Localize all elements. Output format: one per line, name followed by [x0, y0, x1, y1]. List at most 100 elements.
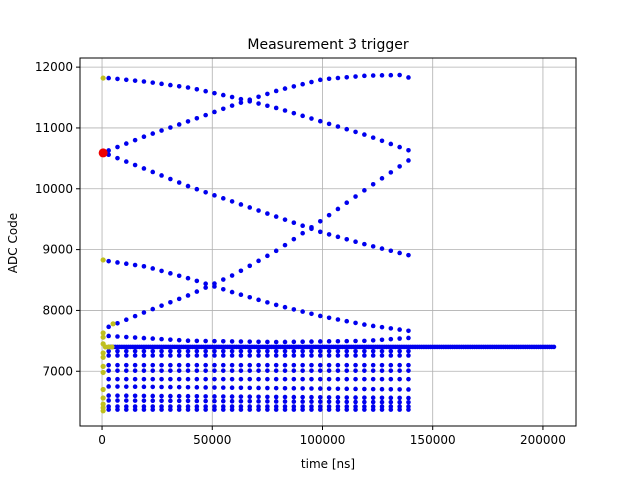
data-point	[362, 376, 367, 382]
y-tick-label: 9000	[42, 243, 73, 257]
data-point	[247, 376, 253, 382]
data-point	[100, 386, 106, 393]
data-point	[194, 338, 200, 344]
data-point	[291, 386, 297, 391]
data-point	[362, 73, 367, 79]
y-axis-label: ADC Code	[6, 213, 20, 273]
data-point	[370, 386, 376, 392]
data-point	[291, 307, 297, 312]
data-point	[159, 336, 164, 342]
data-point	[406, 158, 411, 163]
data-point	[388, 376, 394, 382]
data-point	[176, 122, 182, 127]
data-point	[326, 399, 332, 405]
data-point	[353, 348, 358, 354]
data-point	[220, 353, 226, 358]
data-point	[273, 399, 279, 404]
data-point	[141, 362, 147, 368]
data-point	[362, 386, 367, 392]
data-point	[273, 376, 279, 382]
data-point	[123, 317, 129, 322]
data-point	[229, 273, 235, 278]
data-point	[212, 394, 217, 399]
data-point	[353, 376, 358, 382]
data-point	[379, 138, 385, 144]
data-point	[115, 353, 120, 358]
data-point	[256, 362, 261, 368]
data-point	[106, 398, 111, 403]
data-point	[282, 399, 288, 404]
data-point	[115, 260, 120, 265]
data-point	[291, 407, 297, 412]
data-point	[397, 327, 402, 332]
data-point	[194, 86, 200, 92]
data-point	[176, 180, 182, 185]
data-point	[115, 320, 120, 326]
data-point	[238, 96, 244, 102]
data-point	[229, 103, 235, 108]
data-point	[100, 395, 106, 401]
y-tick-label: 10000	[35, 182, 73, 196]
data-point	[238, 362, 244, 368]
data-point	[256, 339, 261, 345]
data-point	[309, 399, 314, 404]
data-point	[141, 393, 147, 399]
data-point	[370, 362, 376, 368]
data-point	[300, 339, 305, 345]
data-point	[115, 398, 120, 403]
data-point	[247, 339, 253, 344]
data-point	[397, 407, 402, 412]
data-point	[344, 376, 350, 382]
data-point	[159, 348, 164, 354]
data-point	[115, 407, 120, 412]
data-point	[344, 200, 350, 206]
data-point	[185, 393, 191, 399]
data-point	[220, 196, 226, 201]
data-point	[362, 368, 367, 373]
data-point	[362, 395, 367, 400]
data-point	[291, 110, 297, 116]
data-point	[185, 183, 191, 189]
data-point	[98, 148, 108, 158]
data-point	[397, 72, 402, 78]
data-point	[335, 338, 341, 344]
y-tick-label: 11000	[35, 121, 73, 135]
y-axis-ticks: 7000 8000 9000 10000 11000 12000	[35, 60, 80, 378]
data-point	[176, 273, 182, 279]
data-point	[309, 311, 314, 317]
data-point	[247, 263, 253, 269]
data-point	[370, 182, 376, 187]
data-point	[273, 368, 279, 373]
data-point	[388, 353, 394, 358]
data-point	[203, 407, 208, 412]
data-point	[300, 394, 305, 400]
data-point	[220, 286, 226, 292]
data-point	[100, 75, 106, 81]
data-point	[238, 376, 244, 382]
data-point	[150, 353, 156, 358]
data-point	[150, 376, 156, 382]
data-point	[317, 362, 323, 368]
data-point	[123, 353, 129, 358]
data-point	[141, 353, 147, 358]
data-point	[265, 353, 270, 358]
data-point	[220, 277, 226, 282]
data-point	[106, 148, 111, 153]
data-point	[317, 353, 323, 358]
data-point	[168, 176, 173, 182]
data-point	[300, 309, 305, 314]
data-point	[326, 386, 332, 391]
data-point	[344, 338, 350, 344]
data-point	[300, 386, 305, 391]
data-point	[291, 362, 297, 368]
data-point	[185, 338, 191, 344]
data-point	[203, 376, 208, 382]
data-point	[168, 125, 173, 130]
data-point	[388, 399, 394, 405]
data-point	[406, 147, 411, 153]
data-point	[397, 368, 402, 373]
data-point	[326, 232, 332, 237]
data-point	[370, 244, 376, 249]
data-point	[353, 399, 358, 405]
data-point	[220, 338, 226, 344]
